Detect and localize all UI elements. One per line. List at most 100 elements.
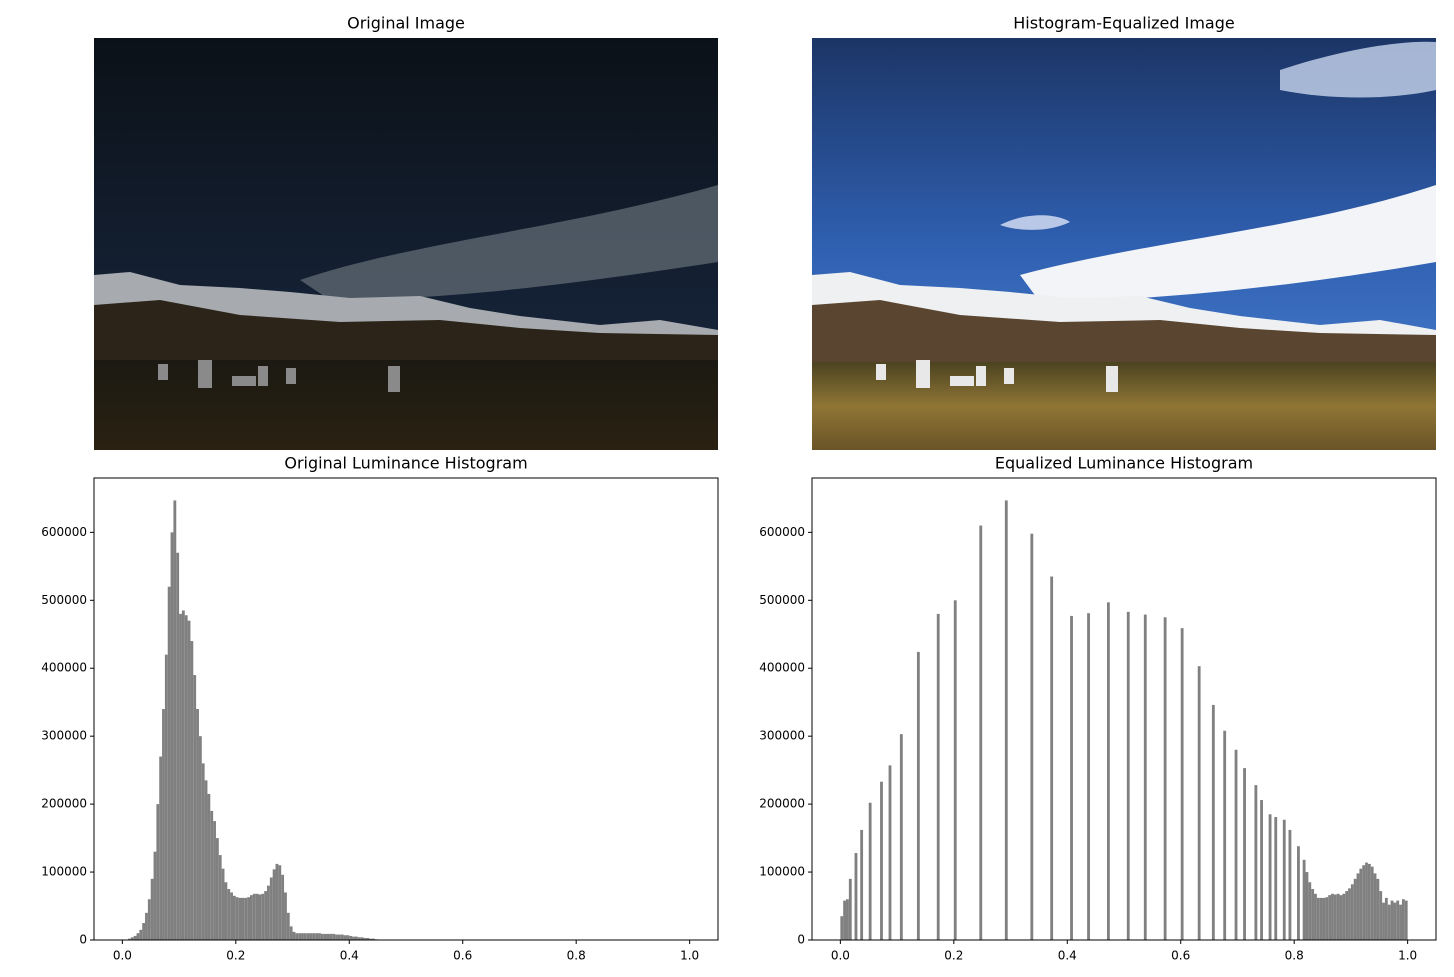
bar: [1319, 897, 1323, 940]
bar: [156, 804, 160, 940]
bar: [1305, 872, 1309, 940]
bar: [899, 734, 903, 940]
bar: [1316, 897, 1320, 940]
bar: [936, 613, 940, 940]
image-title: Histogram-Equalized Image: [1013, 14, 1234, 33]
bar: [187, 620, 191, 940]
bar: [953, 600, 957, 940]
bar: [354, 936, 358, 940]
bar: [369, 938, 372, 940]
bar: [298, 933, 302, 940]
bar: [1302, 859, 1306, 940]
bar: [301, 933, 304, 940]
x-tick-label: 0.8: [1285, 949, 1304, 963]
bar: [1274, 817, 1278, 940]
bar: [868, 802, 872, 940]
bar: [979, 525, 983, 940]
bar: [170, 532, 174, 940]
bar: [145, 912, 148, 940]
bar: [1197, 666, 1201, 940]
bar: [854, 853, 858, 940]
bar: [335, 934, 338, 940]
bar: [860, 829, 864, 940]
bar: [167, 586, 171, 940]
bar: [227, 889, 231, 940]
bar: [150, 878, 154, 940]
bar: [179, 613, 182, 940]
bar: [284, 892, 287, 940]
y-tick-label: 500000: [759, 593, 805, 607]
bar: [1390, 900, 1394, 940]
bar: [1260, 800, 1263, 940]
bar: [1336, 893, 1340, 940]
bar: [1342, 893, 1346, 940]
bar: [1333, 894, 1337, 940]
bar: [238, 897, 242, 940]
y-tick-label: 300000: [759, 729, 805, 743]
bar: [247, 897, 250, 940]
bar: [360, 937, 364, 940]
bar: [329, 933, 333, 940]
bar: [162, 709, 165, 940]
bar: [207, 793, 211, 940]
bar: [326, 933, 330, 940]
bar: [349, 935, 353, 940]
bar: [230, 892, 233, 940]
bar: [1143, 614, 1147, 940]
bar: [1387, 904, 1391, 940]
bar: [278, 865, 282, 940]
bar: [346, 935, 350, 940]
bar: [1050, 576, 1054, 940]
y-tick-label: 300000: [41, 729, 87, 743]
bar: [264, 891, 268, 940]
bar: [272, 869, 276, 940]
bar: [1268, 814, 1272, 940]
bar: [224, 882, 228, 940]
bar: [1288, 829, 1292, 940]
y-tick-label: 600000: [759, 525, 805, 539]
bar: [846, 899, 849, 940]
bar: [1106, 602, 1110, 940]
x-tick-label: 1.0: [1398, 949, 1417, 963]
bar: [190, 641, 194, 940]
bar: [193, 675, 197, 940]
bar: [1362, 865, 1366, 940]
bar: [1365, 862, 1368, 940]
bar: [332, 933, 336, 940]
image-title: Original Image: [347, 14, 465, 33]
bar: [1254, 785, 1258, 940]
x-tick-label: 1.0: [680, 949, 699, 963]
bar: [1348, 888, 1351, 940]
y-tick-label: 200000: [41, 797, 87, 811]
y-tick-label: 400000: [759, 661, 805, 675]
bar: [337, 934, 341, 940]
bar: [1328, 895, 1332, 940]
bar: [1384, 897, 1388, 940]
y-tick-label: 0: [797, 933, 805, 947]
bar: [1314, 893, 1317, 940]
bar: [181, 610, 185, 940]
bar: [1234, 749, 1238, 940]
bar: [312, 933, 316, 940]
bar: [1401, 899, 1405, 940]
bar: [250, 895, 253, 940]
bar: [292, 931, 296, 940]
bar: [1350, 884, 1354, 940]
bar: [267, 885, 270, 940]
x-tick-label: 0.2: [226, 949, 245, 963]
bar: [1223, 730, 1227, 940]
bar: [1376, 878, 1380, 940]
bar: [1379, 891, 1383, 940]
bar: [1373, 873, 1377, 940]
bar: [255, 893, 259, 940]
bar: [201, 763, 205, 940]
bar: [136, 933, 140, 940]
bar: [258, 894, 262, 940]
bar: [261, 893, 265, 940]
bar: [1282, 819, 1286, 940]
bar: [269, 877, 273, 940]
bar: [1404, 900, 1408, 940]
bar: [281, 874, 285, 940]
bar: [1367, 863, 1371, 940]
